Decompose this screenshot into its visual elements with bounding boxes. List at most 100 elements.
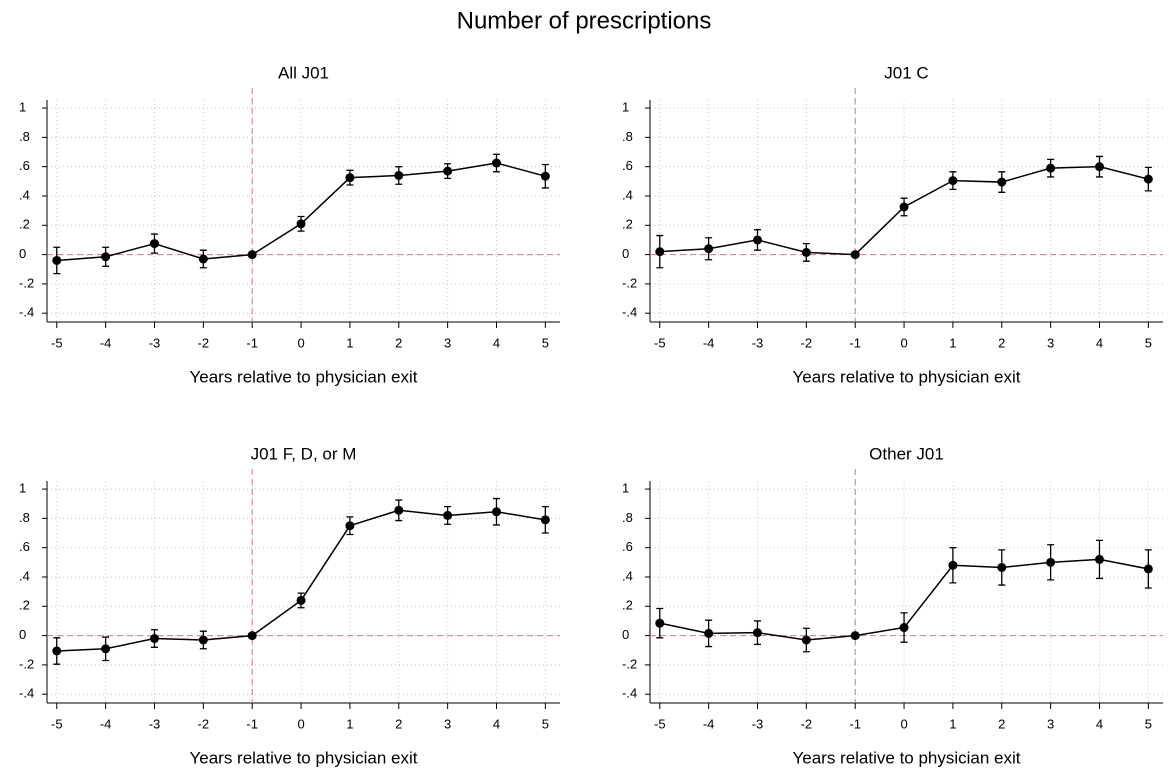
x-tick-label: 3: [444, 335, 451, 350]
point: [801, 635, 811, 645]
y-tick-label: .8: [622, 510, 633, 525]
x-tick-label: 2: [998, 335, 1005, 350]
point: [801, 247, 811, 257]
x-tick-label: 5: [1145, 335, 1152, 350]
panel-title: Other J01: [869, 444, 944, 463]
y-tick-label: 1: [622, 480, 629, 495]
x-tick-label: 1: [949, 716, 956, 731]
x-tick-label: 4: [493, 335, 500, 350]
y-tick-label: .6: [19, 158, 30, 173]
x-tick-label: 4: [493, 716, 500, 731]
x-tick-label: -5: [654, 335, 666, 350]
y-tick-label: 0: [622, 627, 629, 642]
point: [443, 166, 453, 176]
point: [296, 595, 306, 605]
x-axis-label: Years relative to physician exit: [189, 367, 417, 386]
x-tick-label: 2: [998, 716, 1005, 731]
y-tick-label: .4: [19, 187, 30, 202]
y-tick-label: .4: [622, 568, 633, 583]
y-tick-label: .8: [622, 129, 633, 144]
point: [491, 158, 501, 168]
y-tick-label: .2: [19, 217, 30, 232]
y-tick-label: .8: [19, 510, 30, 525]
point: [52, 646, 62, 656]
point: [443, 510, 453, 520]
panel-title: All J01: [278, 63, 329, 82]
x-tick-label: -5: [51, 335, 63, 350]
x-tick-label: -1: [246, 335, 258, 350]
y-tick-label: .4: [19, 568, 30, 583]
point: [948, 560, 958, 570]
point: [247, 631, 257, 641]
x-tick-label: 0: [900, 335, 907, 350]
y-tick-label: -.2: [19, 656, 34, 671]
point: [345, 173, 355, 183]
x-tick-label: 3: [1047, 716, 1054, 731]
point: [1094, 162, 1104, 172]
x-tick-label: -2: [198, 335, 210, 350]
x-tick-label: 5: [1145, 716, 1152, 731]
x-tick-label: -5: [51, 716, 63, 731]
point: [491, 507, 501, 517]
point: [948, 176, 958, 186]
y-tick-label: .6: [622, 158, 633, 173]
x-axis-label: Years relative to physician exit: [792, 748, 1020, 767]
y-tick-label: .2: [622, 217, 633, 232]
x-tick-label: 3: [444, 716, 451, 731]
y-tick-label: 1: [19, 480, 26, 495]
y-tick-label: .4: [622, 187, 633, 202]
y-tick-label: -.2: [19, 275, 34, 290]
point: [997, 177, 1007, 187]
x-tick-label: -2: [801, 335, 813, 350]
x-tick-label: -1: [849, 716, 861, 731]
y-tick-label: .6: [622, 539, 633, 554]
x-tick-label: 0: [297, 716, 304, 731]
y-tick-label: -.4: [622, 305, 637, 320]
point: [1143, 174, 1153, 184]
y-tick-label: .8: [19, 129, 30, 144]
point: [997, 562, 1007, 572]
y-tick-label: .2: [622, 598, 633, 613]
point: [394, 170, 404, 180]
point: [247, 250, 257, 260]
x-tick-label: 4: [1096, 716, 1103, 731]
point: [345, 521, 355, 531]
x-tick-label: -4: [703, 716, 715, 731]
y-tick-label: -.2: [622, 275, 637, 290]
point: [899, 202, 909, 212]
x-tick-label: 5: [542, 335, 549, 350]
x-tick-label: -3: [149, 716, 161, 731]
y-tick-label: 0: [622, 246, 629, 261]
point: [1046, 163, 1056, 173]
point: [1143, 564, 1153, 574]
x-tick-label: 5: [542, 716, 549, 731]
y-tick-label: -.4: [622, 686, 637, 701]
point: [899, 623, 909, 633]
x-tick-label: -5: [654, 716, 666, 731]
panel-title: J01 F, D, or M: [251, 444, 357, 463]
point: [752, 235, 762, 245]
x-tick-label: 1: [949, 335, 956, 350]
y-tick-label: -.2: [622, 656, 637, 671]
y-tick-label: 1: [622, 99, 629, 114]
x-tick-label: -4: [703, 335, 715, 350]
x-axis-label: Years relative to physician exit: [189, 748, 417, 767]
x-tick-label: -2: [801, 716, 813, 731]
point: [540, 515, 550, 525]
point: [704, 244, 714, 254]
point: [198, 254, 208, 264]
y-tick-label: 0: [19, 246, 26, 261]
x-tick-label: -1: [849, 335, 861, 350]
x-tick-label: -2: [198, 716, 210, 731]
figure-title: Number of prescriptions: [457, 7, 712, 34]
point: [101, 252, 111, 262]
point: [149, 634, 159, 644]
y-tick-label: 0: [19, 627, 26, 642]
x-tick-label: -3: [149, 335, 161, 350]
x-tick-label: 4: [1096, 335, 1103, 350]
y-tick-label: 1: [19, 99, 26, 114]
point: [296, 219, 306, 229]
y-tick-label: -.4: [19, 305, 34, 320]
x-tick-label: -1: [246, 716, 258, 731]
